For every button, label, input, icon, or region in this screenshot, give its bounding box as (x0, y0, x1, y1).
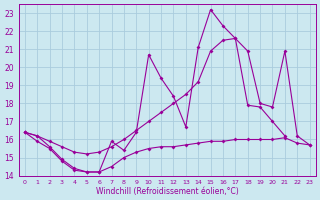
X-axis label: Windchill (Refroidissement éolien,°C): Windchill (Refroidissement éolien,°C) (96, 187, 239, 196)
